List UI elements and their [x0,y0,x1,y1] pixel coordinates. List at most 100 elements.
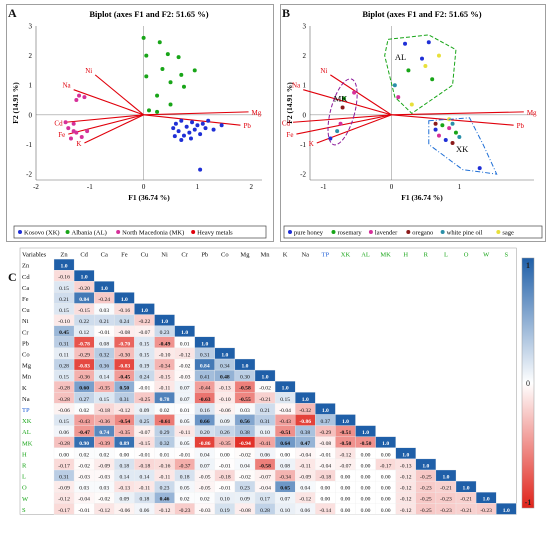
column-header: TP [322,252,330,259]
data-point [192,68,197,73]
legend-item: oregano [412,230,433,237]
data-point [71,121,76,126]
heatmap-value: -0.01 [219,486,231,492]
heatmap-value: 0.84 [200,364,210,370]
vector-label-cd: Cd [282,119,291,127]
heatmap-value: -0.37 [179,463,191,469]
heatmap-value: 0.22 [79,319,89,325]
heatmap-value: -0.22 [139,319,151,325]
heatmap-value: -0.12 [400,486,412,492]
row-header: R [22,463,27,470]
vector-mg [391,111,524,116]
heatmap-value: -0.03 [199,508,211,514]
heatmap-value: -0.35 [98,386,110,392]
heatmap-value: 0.28 [59,364,69,370]
heatmap-value: -0.12 [98,508,110,514]
heatmap-value: 0.02 [79,408,89,414]
heatmap-value: 0.24 [140,375,150,381]
heatmap-value: 0.05 [180,486,190,492]
row-header: XK [22,418,32,425]
heatmap-value: -0.06 [119,508,131,514]
heatmap-value: 1.0 [402,452,409,458]
heatmap-value: 0.18 [140,497,150,503]
heatmap-value: 0.09 [220,419,230,425]
heatmap-value: 0.32 [99,352,109,358]
data-point [184,124,189,129]
heatmap-value: -0.25 [139,397,151,403]
data-point [168,102,173,107]
y-tick-label: -1 [26,141,32,149]
row-header: L [22,474,26,481]
heatmap-value: -0.30 [119,352,131,358]
heatmap-value: 1.0 [442,475,449,481]
data-point [436,133,441,138]
heatmap-value: 0.04 [300,486,310,492]
heatmap-value: 0.15 [59,308,69,314]
heatmap-value: 0.01 [180,408,190,414]
heatmap-value: -0.10 [219,397,231,403]
heatmap-value: -0.12 [179,352,191,358]
panel-letter-a: A [8,6,17,20]
heatmap-value: -0.12 [400,497,412,503]
heatmap-value: 0.23 [160,486,170,492]
heatmap-value: -0.02 [179,364,191,370]
heatmap-value: 0.47 [300,441,310,447]
legend-marker [191,230,196,234]
heatmap-value: 0.00 [381,475,391,481]
heatmap-value: 0.74 [99,430,109,436]
data-point [436,53,441,58]
heatmap-value: 0.06 [300,508,310,514]
data-point [172,134,177,139]
heatmap-value: 0.00 [341,475,351,481]
heatmap-value: 0.15 [59,375,69,381]
heatmap-value: -0.44 [199,386,211,392]
y-tick-label: 3 [303,23,307,31]
data-point [144,53,149,58]
heatmap-value: 1.0 [61,264,68,270]
heatmap-value: -0.13 [400,463,412,469]
data-point [426,40,431,45]
row-header: AL [22,429,31,436]
heatmap-value: -0.04 [279,408,291,414]
heatmap-value: -0.03 [78,475,90,481]
heatmap-value: -0.83 [78,364,90,370]
heatmap-value: -0.36 [78,375,90,381]
heatmap-value: 0.03 [79,486,89,492]
heatmap-value: 1.0 [101,286,108,292]
heatmap-value: 0.00 [119,452,129,458]
data-point [141,35,146,40]
data-point [341,96,346,101]
heatmap-value: -0.36 [98,419,110,425]
data-point [406,68,411,73]
heatmap-value: -0.23 [420,486,432,492]
heatmap-value: -0.08 [119,330,131,336]
correlation-heatmap-chart: Variables Zn Cd Ca Fe Cu Ni Cr Pb Co Mg Mn K Na TP XK AL… [19,247,535,515]
column-header: L [444,252,448,259]
heatmap-value: 0.02 [200,497,210,503]
heatmap-value: -0.12 [119,408,131,414]
heatmap-value: 0.07 [200,463,210,469]
heatmap-value: 0.03 [240,408,250,414]
legend-marker [65,230,70,234]
heatmap-value: -0.02 [259,386,271,392]
data-point [195,123,200,128]
heatmap-value: -0.51 [340,430,352,436]
y-tick-label: -2 [26,171,32,179]
heatmap-value: 0.25 [140,419,150,425]
heatmap-value: 0.50 [119,386,129,392]
heatmap-value: -0.50 [340,441,352,447]
heatmap-value: 0.32 [160,441,170,447]
y-tick-label: 0 [29,111,33,119]
heatmap-value: -0.12 [299,497,311,503]
column-header: S [504,252,508,259]
heatmap-value: -0.58 [259,463,271,469]
heatmap-value: -0.23 [179,508,191,514]
heatmap-value: 0.21 [260,408,270,414]
row-header: Na [22,396,30,403]
heatmap-value: -0.16 [58,275,70,281]
heatmap-value: 0.12 [79,330,89,336]
heatmap-value: -0.02 [78,463,90,469]
heatmap-value: -0.07 [259,475,271,481]
heatmap-value: 0.09 [140,408,150,414]
data-point [187,130,192,135]
